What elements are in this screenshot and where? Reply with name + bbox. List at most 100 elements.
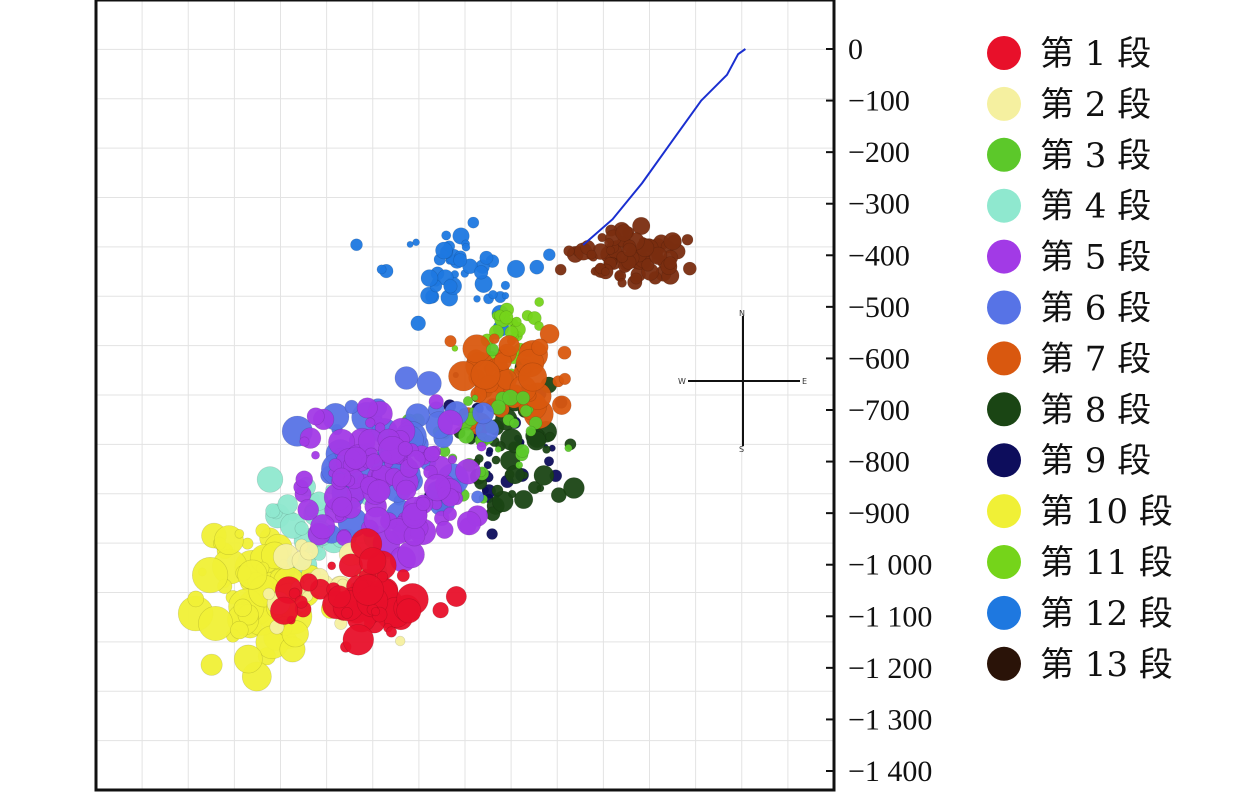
event-point <box>663 232 682 251</box>
event-point <box>342 624 374 656</box>
event-point <box>473 265 489 280</box>
event-point <box>641 258 655 272</box>
event-point <box>470 359 501 390</box>
y-tick-label: −1 300 <box>848 703 932 736</box>
y-tick-label: −1 000 <box>848 549 932 582</box>
event-point <box>423 446 440 463</box>
legend-marker <box>987 646 1021 681</box>
legend: 第 1 段第 2 段第 3 段第 4 段第 5 段第 6 段第 7 段第 8 段… <box>987 34 1173 685</box>
event-point <box>396 569 410 583</box>
compass-east-label: E <box>802 377 807 386</box>
event-point <box>494 445 502 453</box>
event-point <box>498 335 520 357</box>
event-point <box>295 470 314 489</box>
event-point <box>542 248 556 261</box>
legend-marker <box>987 36 1021 70</box>
event-point <box>462 396 474 407</box>
event-point <box>506 259 526 279</box>
event-point <box>395 479 417 501</box>
event-point <box>534 321 544 331</box>
event-point <box>529 259 545 275</box>
legend-marker <box>987 239 1021 274</box>
event-point <box>385 626 398 638</box>
event-point <box>233 644 263 674</box>
event-point <box>256 466 284 493</box>
event-point <box>472 402 495 425</box>
event-point <box>442 506 457 521</box>
legend-label: 第 13 段 <box>1040 645 1173 685</box>
event-point <box>456 511 482 536</box>
legend-label: 第 12 段 <box>1040 594 1173 634</box>
event-point <box>485 449 493 457</box>
event-point <box>350 238 363 252</box>
event-point <box>564 444 573 453</box>
event-point <box>416 370 442 396</box>
event-point <box>491 484 504 497</box>
legend-label: 第 2 段 <box>1040 85 1151 125</box>
y-tick-label: −600 <box>848 342 910 375</box>
event-point <box>483 460 492 470</box>
event-point <box>341 607 353 619</box>
event-point <box>310 514 336 540</box>
event-point <box>500 280 511 291</box>
event-point <box>563 245 575 257</box>
legend-marker <box>987 341 1021 376</box>
event-point <box>682 261 697 276</box>
event-point <box>615 224 633 242</box>
legend-marker <box>987 290 1021 325</box>
event-point <box>455 458 481 485</box>
event-point <box>234 528 245 539</box>
event-point <box>397 441 413 457</box>
event-point <box>515 443 530 458</box>
event-point <box>542 445 551 454</box>
event-point <box>563 477 585 499</box>
event-point <box>406 240 414 248</box>
event-point <box>471 490 485 504</box>
event-point <box>519 404 533 418</box>
event-point <box>649 246 668 265</box>
event-point <box>479 250 494 265</box>
legend-marker <box>987 86 1021 121</box>
event-point <box>632 216 651 236</box>
y-tick-label: 0 <box>848 33 863 66</box>
legend-marker <box>987 545 1021 579</box>
event-point <box>467 216 480 229</box>
legend-marker <box>987 137 1021 172</box>
legend-marker <box>987 494 1021 529</box>
event-point <box>412 238 420 247</box>
event-point <box>331 467 352 488</box>
event-point <box>499 310 514 325</box>
event-point <box>443 279 458 294</box>
legend-label: 第 4 段 <box>1040 187 1151 227</box>
event-point <box>233 598 253 617</box>
event-point <box>488 289 498 300</box>
event-point <box>461 242 471 252</box>
event-point <box>501 292 510 300</box>
event-point <box>453 253 468 268</box>
event-point <box>297 498 320 521</box>
event-point <box>485 343 500 357</box>
event-point <box>486 528 498 540</box>
legend-label: 第 9 段 <box>1040 441 1151 481</box>
plot-frame <box>94 0 836 792</box>
event-point <box>262 587 275 601</box>
event-point <box>505 464 525 485</box>
legend-label: 第 10 段 <box>1040 492 1173 532</box>
event-point <box>557 345 572 360</box>
event-point <box>376 264 387 275</box>
compass-south-label: S <box>739 445 744 454</box>
event-point <box>435 520 454 539</box>
event-point <box>327 561 337 571</box>
event-point <box>294 521 309 536</box>
event-point <box>311 450 320 460</box>
event-point <box>534 297 545 307</box>
legend-label: 第 3 段 <box>1040 136 1151 176</box>
event-point <box>428 394 444 410</box>
event-point <box>444 335 457 348</box>
event-point <box>509 418 520 429</box>
compass-west-label: W <box>678 377 686 386</box>
event-point <box>288 587 301 600</box>
event-point <box>237 559 268 590</box>
legend-marker <box>987 392 1021 427</box>
